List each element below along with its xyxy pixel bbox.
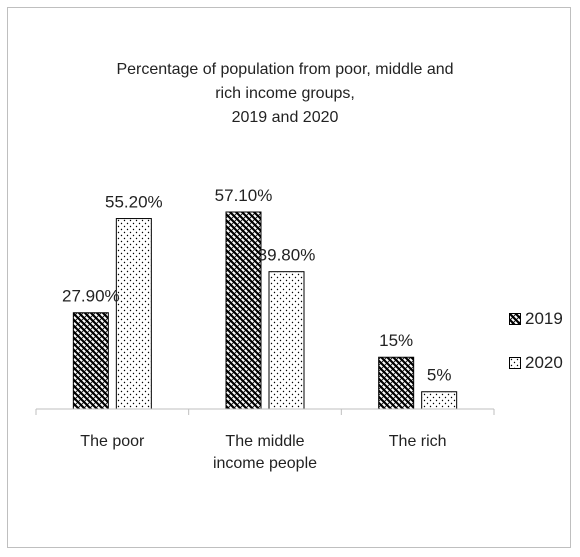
data-label-2020-cat-1: 39.80%	[258, 246, 316, 265]
category-label-0-line-0: The poor	[80, 433, 145, 450]
legend-swatch-2019	[509, 313, 521, 325]
chart-title: Percentage of population from poor, midd…	[60, 58, 510, 130]
data-label-2020-cat-0: 55.20%	[105, 193, 163, 212]
data-label-2019-cat-2: 15%	[379, 331, 413, 350]
chart-title-line-3: 2019 and 2020	[231, 109, 339, 126]
bar-2020-cat-2	[421, 391, 458, 410]
category-label-1-line-0: The middle	[225, 433, 304, 450]
bar-2019-cat-2	[378, 356, 415, 410]
bar-2020-cat-1	[268, 271, 305, 410]
chart-title-line-2: rich income groups,	[215, 85, 355, 102]
data-label-2020-cat-2: 5%	[427, 366, 452, 385]
legend-item-2019: 2019	[509, 309, 563, 329]
bar-2019-cat-1	[225, 211, 262, 410]
category-label-1-line-1: income people	[213, 455, 317, 472]
legend-label-2020: 2020	[525, 353, 563, 372]
data-label-2019-cat-1: 57.10%	[215, 186, 273, 205]
data-label-2019-cat-0: 27.90%	[62, 287, 120, 306]
legend-label-2019: 2019	[525, 309, 563, 328]
legend-swatch-2020	[509, 357, 521, 369]
legend-item-2020: 2020	[509, 353, 563, 373]
category-label-2-line-0: The rich	[389, 433, 447, 450]
bar-2019-cat-0	[72, 312, 109, 410]
bar-2020-cat-0	[115, 218, 152, 410]
chart-title-line-1: Percentage of population from poor, midd…	[116, 61, 454, 78]
